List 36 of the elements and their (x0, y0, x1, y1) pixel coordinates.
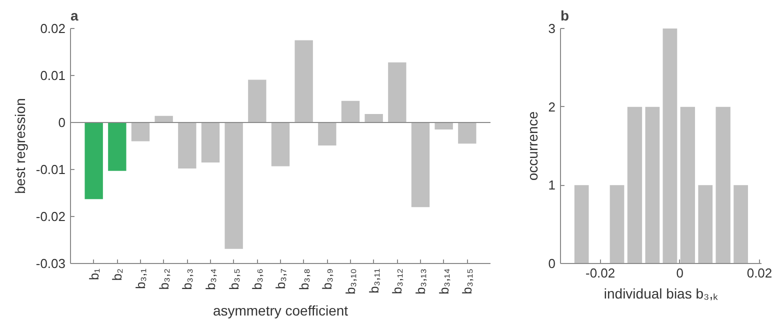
x-tick-label: b₃,₇ (273, 268, 288, 290)
chart-title: b (560, 8, 570, 24)
x-tick-label: b₃,₁₀ (343, 268, 358, 294)
x-tick-label: b₃,₆ (250, 268, 265, 290)
y-axis-title: best regression (12, 98, 28, 194)
y-tick-label: 0.01 (40, 68, 66, 83)
x-tick-label: b₃,₁₃ (413, 268, 428, 294)
y-tick-label: 0 (548, 256, 556, 271)
chart-title: a (70, 8, 78, 24)
x-tick-label: b₂ (110, 268, 125, 281)
x-tick-label: b₃,₁₅ (460, 268, 475, 294)
x-tick-label: 0 (676, 266, 684, 280)
x-tick-label: b₃,₁₁ (366, 268, 382, 294)
y-tick-label: -0.02 (36, 209, 66, 224)
y-tick-label: 0.02 (40, 21, 66, 36)
x-tick-label: b₃,₁₂ (390, 268, 405, 294)
x-tick-label: b₃,₃ (180, 268, 195, 290)
x-tick-label: b₃,₈ (296, 268, 312, 290)
x-tick-label: b₁ (86, 268, 102, 280)
x-tick-label: -0.02 (585, 266, 616, 280)
x-tick-label: 0.02 (746, 266, 772, 280)
y-tick-label: 3 (548, 21, 556, 36)
x-tick-label: b₃,₉ (320, 268, 335, 290)
y-tick-label: -0.01 (36, 162, 66, 177)
x-axis-title: individual bias b₃,ₖ (604, 286, 718, 302)
y-tick-label: 0 (58, 115, 66, 130)
y-axis-title: occurrence (524, 111, 540, 181)
y-tick-label: 1 (548, 178, 556, 193)
x-tick-label: b₃,₄ (203, 268, 218, 290)
y-tick-label: -0.03 (36, 256, 66, 271)
y-tick-label: 2 (548, 99, 556, 114)
x-tick-label: b₃,₁₄ (436, 268, 452, 294)
x-tick-label: b₃,₂ (156, 268, 172, 290)
x-tick-label: b₃,₅ (226, 268, 242, 290)
x-tick-label: b₃,₁ (133, 268, 148, 290)
x-axis-title: asymmetry coefficient (212, 302, 348, 318)
